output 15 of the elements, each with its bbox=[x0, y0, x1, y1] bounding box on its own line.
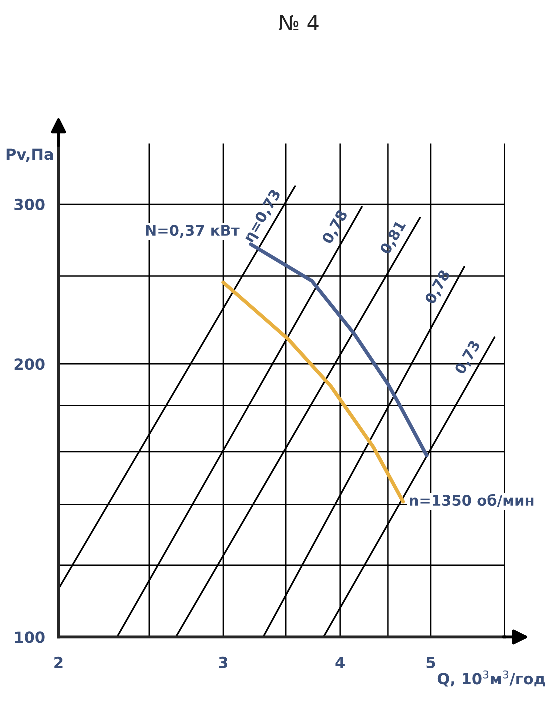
x-tick-label: 2 bbox=[54, 656, 63, 668]
x-tick-label: 4 bbox=[336, 657, 345, 668]
y-tick-label: 200 bbox=[14, 358, 45, 370]
series-label: n=1350 об/мин bbox=[410, 494, 534, 508]
x-axis-title: Q, 10$^{3}$м$^{3}$/год bbox=[438, 670, 546, 687]
text: 0,78 bbox=[321, 209, 350, 246]
chart-title: № 4 bbox=[278, 15, 319, 31]
y-tick-label: 300 bbox=[14, 198, 45, 210]
y-tick-label: 100 bbox=[15, 632, 45, 644]
y-axis-title: Pv,Па bbox=[6, 148, 54, 162]
x-tick-label: 5 bbox=[426, 657, 436, 668]
text: 0,73 bbox=[454, 340, 482, 376]
text: 0,78 bbox=[424, 269, 452, 306]
series-label: N=0,37 кВт bbox=[146, 225, 240, 238]
x-tick-label: 3 bbox=[219, 656, 228, 668]
